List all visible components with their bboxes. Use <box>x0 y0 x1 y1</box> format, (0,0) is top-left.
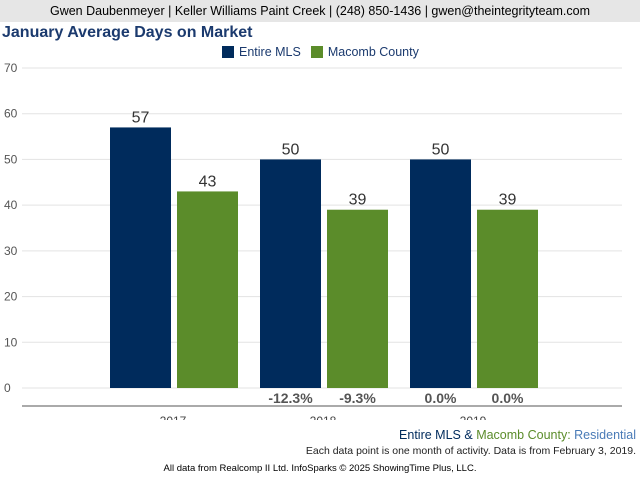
x-tick-label: 2019 <box>460 414 487 420</box>
data-label: 50 <box>282 141 300 158</box>
bar-macomb-county <box>477 209 538 388</box>
bar-entire-mls <box>260 159 321 388</box>
change-label: 0.0% <box>492 390 524 406</box>
y-tick-label: 20 <box>4 290 18 304</box>
bar-entire-mls <box>110 127 171 388</box>
change-label: -9.3% <box>339 390 376 406</box>
data-label: 39 <box>499 192 517 209</box>
change-label: -12.3% <box>268 390 313 406</box>
footer-series-a: Entire MLS <box>399 428 461 442</box>
y-tick-label: 0 <box>4 381 11 395</box>
x-tick-label: 2018 <box>310 414 337 420</box>
bar-macomb-county <box>327 209 388 388</box>
footer-series-line: Entire MLS & Macomb County: Residential <box>399 428 636 442</box>
bar-macomb-county <box>177 191 238 388</box>
y-tick-label: 10 <box>4 335 18 349</box>
y-tick-label: 70 <box>4 61 18 75</box>
data-label: 43 <box>199 173 217 190</box>
bar-entire-mls <box>410 159 471 388</box>
y-tick-label: 40 <box>4 198 18 212</box>
agent-banner: Gwen Daubenmeyer | Keller Williams Paint… <box>0 0 640 22</box>
footer-source: All data from Realcomp II Ltd. InfoSpark… <box>163 463 477 474</box>
legend-item-entire-mls: Entire MLS <box>222 45 301 59</box>
footer-category: Residential <box>574 428 636 442</box>
change-label: 0.0% <box>425 390 457 406</box>
legend-item-macomb-county: Macomb County <box>310 45 419 59</box>
y-tick-label: 50 <box>4 152 18 166</box>
footer-series-b: Macomb County <box>476 428 568 442</box>
legend-swatch-macomb-county <box>310 46 323 58</box>
data-label: 50 <box>432 141 450 158</box>
chart-title: January Average Days on Market <box>2 24 253 41</box>
legend-label-entire-mls: Entire MLS <box>239 45 301 59</box>
data-label: 57 <box>132 109 150 126</box>
y-tick-label: 30 <box>4 244 18 258</box>
legend-label-macomb-county: Macomb County <box>327 45 419 59</box>
legend-swatch-entire-mls <box>222 46 234 58</box>
bar-chart: 0 10 20 30 40 50 60 70 2017 57 43 2018 50 -12.3% 39 -9.… <box>4 61 622 420</box>
data-label: 39 <box>349 192 367 209</box>
footer-colon: : <box>567 428 575 442</box>
footer-amp: & <box>460 428 477 442</box>
chart-legend: Entire MLS Macomb County <box>222 45 429 59</box>
x-tick-label: 2017 <box>160 414 187 420</box>
footer-note: Each data point is one month of activity… <box>305 445 636 457</box>
y-tick-label: 60 <box>4 107 18 121</box>
